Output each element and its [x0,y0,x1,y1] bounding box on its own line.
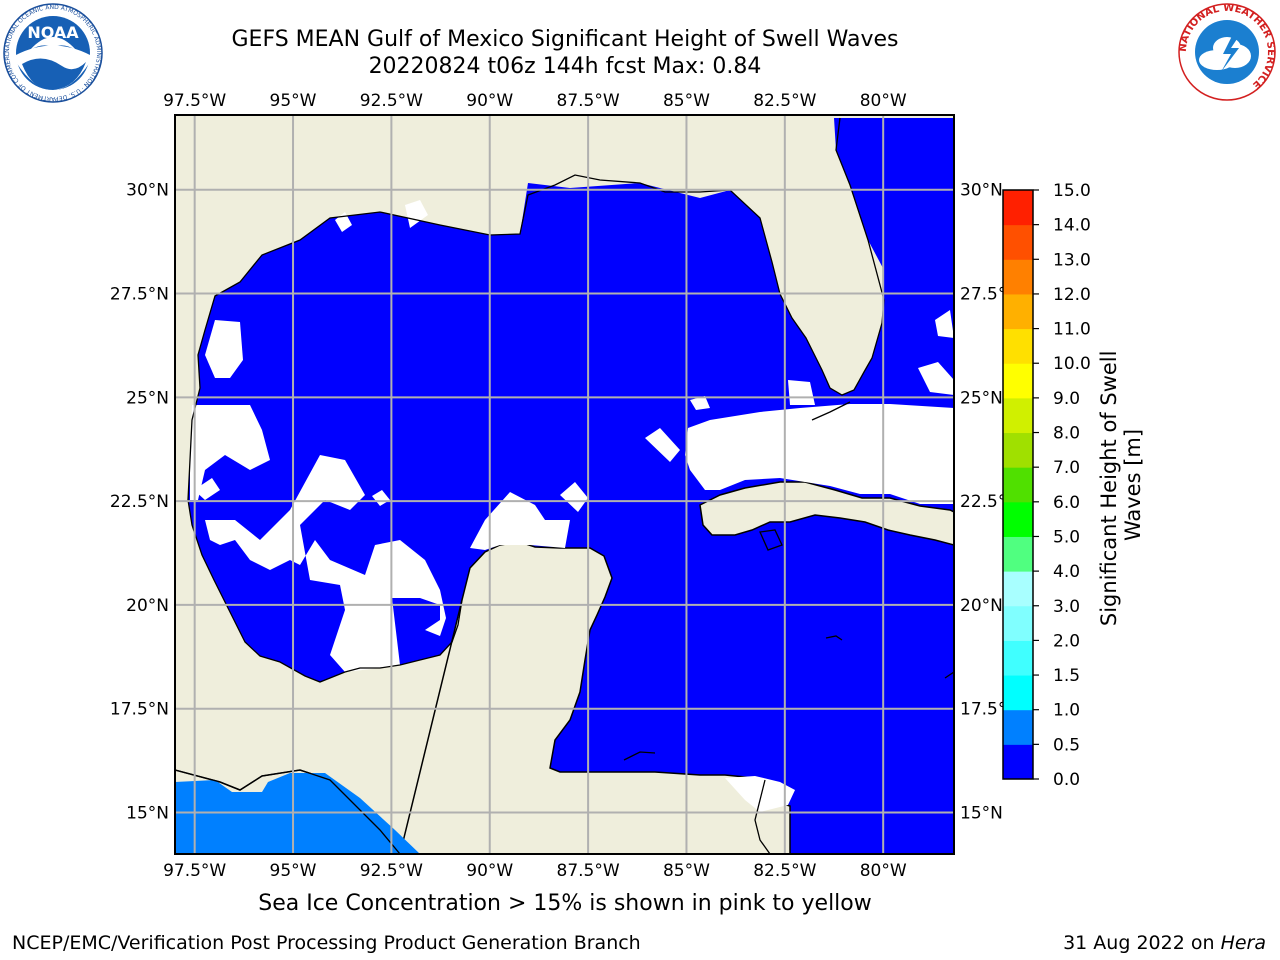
lon-tick-top: 87.5°W [557,91,620,111]
lat-tick-left: 20°N [126,596,169,616]
credit-right: 31 Aug 2022 on Hera [1063,932,1266,954]
colorbar-label-line2: Waves [m] [1121,429,1145,541]
lon-tick-top: 90°W [466,91,513,111]
chart-title: GEFS MEAN Gulf of Mexico Significant Hei… [231,27,899,52]
chart-subtitle: 20220824 t06z 144h fcst Max: 0.84 [368,54,762,79]
lat-tick-left: 17.5°N [110,700,169,720]
nws-logo-icon: NATIONAL WEATHER SERVICE [1178,3,1276,101]
lon-tick-top: 80°W [860,91,907,111]
lat-tick-left: 27.5°N [110,285,169,305]
colorbar-tick-label: 10.0 [1053,354,1091,374]
credit-left: NCEP/EMC/Verification Post Processing Pr… [12,932,641,954]
lon-tick-top: 95°W [270,91,317,111]
lon-tick-bottom: 97.5°W [163,861,226,881]
lat-tick-left: 22.5°N [110,492,169,512]
no-data-patches [190,200,954,812]
colorbar-tick-label: 5.0 [1053,527,1080,547]
lon-tick-bottom: 82.5°W [753,861,816,881]
colorbar-tick-label: 6.0 [1053,493,1080,513]
lat-tick-left: 30°N [126,181,169,201]
colorbar-frame [1002,189,1034,780]
colorbar-swatch [1003,744,1033,780]
noaa-logo-text: NOAA [27,23,79,42]
lon-tick-bottom: 95°W [270,861,317,881]
pacific-water [175,773,420,854]
colorbar-tick-label: 9.0 [1053,389,1080,409]
colorbar-tick-label: 15.0 [1053,181,1091,201]
lat-tick-right: 25°N [960,388,1003,408]
noaa-logo-icon: NOAA NATIONAL OCEANIC AND ATMOSPHERIC AD… [2,2,103,103]
colorbar-swatch [1003,536,1033,572]
colorbar-swatch [1003,259,1033,295]
colorbar-swatch [1003,363,1033,399]
colorbar: 0.0 0.5 1.0 1.5 2.0 3.0 4.0 5.0 6.0 7.0 8.0 9.0 10.0… [1002,181,1091,790]
colorbar-tick-label: 2.0 [1053,631,1080,651]
colorbar-swatch [1003,328,1033,364]
colorbar-tick-label: 4.0 [1053,562,1080,582]
lat-tick-right: 20°N [960,596,1003,616]
colorbar-swatch [1003,467,1033,503]
lon-tick-top: 85°W [663,91,710,111]
colorbar-tick-label: 3.0 [1053,597,1080,617]
colorbar-swatch [1003,605,1033,641]
lon-tick-bottom: 80°W [860,861,907,881]
colorbar-tick-label: 8.0 [1053,424,1080,444]
colorbar-tick-label: 7.0 [1053,458,1080,478]
colorbar-tick-label: 14.0 [1053,216,1091,236]
svg-text:Significant Height of Swell: Significant Height of Swell Waves [m] [1097,344,1145,626]
colorbar-swatch [1003,190,1033,226]
credit-date: 31 Aug 2022 on [1063,932,1221,954]
lon-tick-bottom: 92.5°W [360,861,423,881]
coastlines [175,117,954,854]
colorbar-swatch [1003,432,1033,468]
lon-tick-top: 92.5°W [360,91,423,111]
colorbar-swatch [1003,675,1033,711]
colorbar-tick-label: 0.5 [1053,735,1080,755]
colorbar-tick-label: 11.0 [1053,320,1091,340]
colorbar-tick-label: 1.5 [1053,666,1080,686]
map-gridlines [175,115,954,854]
colorbar-tick-label: 0.0 [1053,770,1080,790]
lat-tick-left: 15°N [126,803,169,823]
colorbar-swatch [1003,224,1033,260]
colorbar-tick-label: 13.0 [1053,250,1091,270]
colorbar-swatch [1003,501,1033,537]
lon-tick-top: 97.5°W [163,91,226,111]
lat-tick-left: 25°N [126,388,169,408]
lat-tick-right: 15°N [960,803,1003,823]
colorbar-swatch [1003,709,1033,745]
lon-tick-top: 82.5°W [753,91,816,111]
lat-tick-right: 30°N [960,181,1003,201]
colorbar-swatch [1003,571,1033,607]
colorbar-label-line1: Significant Height of Swell [1097,351,1121,627]
sea-ice-note: Sea Ice Concentration > 15% is shown in … [258,891,872,916]
lon-tick-bottom: 90°W [466,861,513,881]
credit-host: Hera [1220,932,1266,954]
colorbar-swatch [1003,640,1033,676]
lon-tick-bottom: 85°W [663,861,710,881]
colorbar-tick-label: 12.0 [1053,285,1091,305]
map-frame [174,114,955,855]
lon-tick-bottom: 87.5°W [557,861,620,881]
colorbar-swatch [1003,397,1033,434]
colorbar-swatch [1003,293,1033,330]
colorbar-tick-label: 1.0 [1053,701,1080,721]
